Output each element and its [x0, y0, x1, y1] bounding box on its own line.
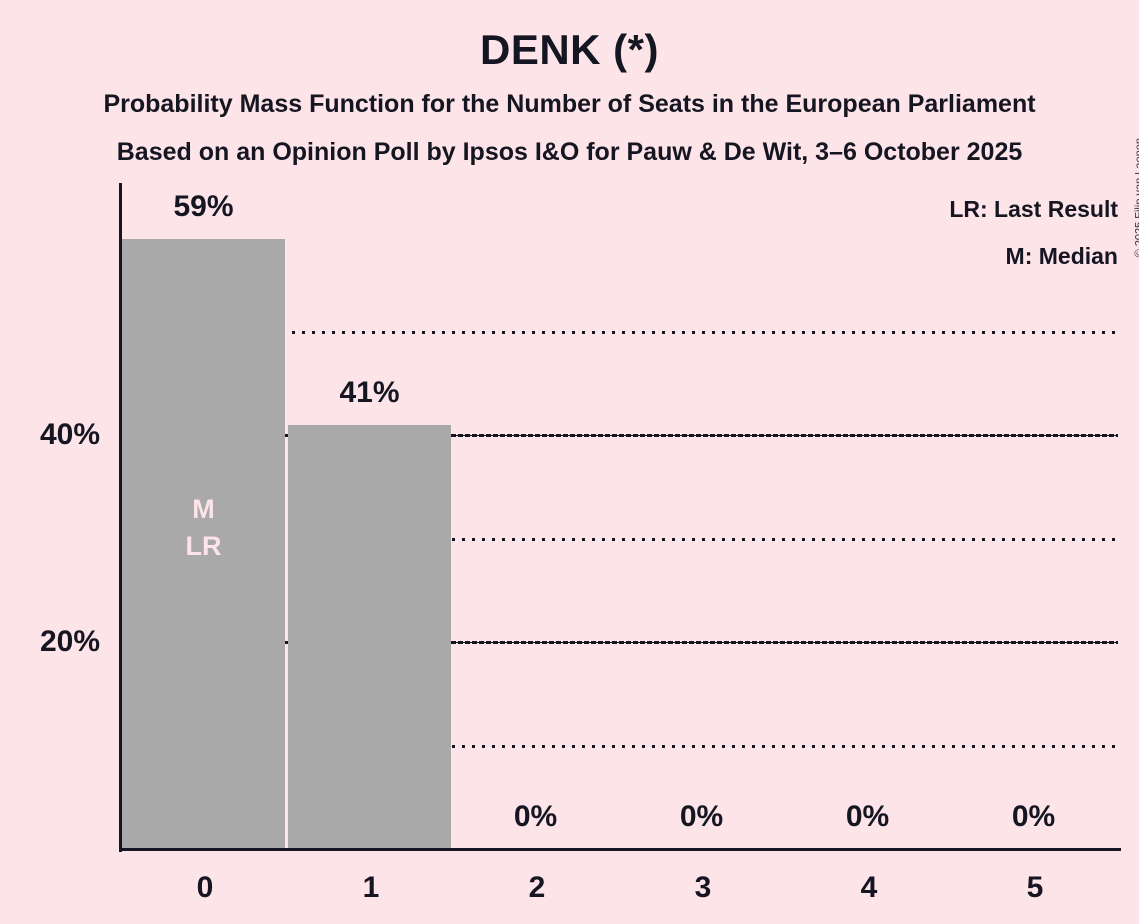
- x-axis-tick-3: 3: [694, 871, 712, 904]
- x-axis-tick-1: 1: [362, 871, 380, 904]
- x-axis-tick-0: 0: [196, 871, 214, 904]
- value-label-seats-4: 0%: [845, 800, 890, 833]
- gridline-40pct: [122, 434, 1118, 438]
- value-label-seats-2: 0%: [513, 800, 558, 833]
- bar-seats-0: [122, 238, 285, 849]
- chart-poll-source: Based on an Opinion Poll by Ipsos I&O fo…: [116, 138, 1023, 166]
- annotation-line-lr: LR: [185, 531, 222, 561]
- legend-median: M: Median: [1005, 243, 1118, 269]
- gridline-50pct: [122, 330, 1118, 334]
- x-axis-tick-5: 5: [1026, 871, 1044, 904]
- legend: LR: Last Result M: Median: [949, 186, 1118, 280]
- chart-subtitle: Probability Mass Function for the Number…: [103, 90, 1036, 118]
- chart-title: DENK (*): [480, 26, 659, 73]
- value-label-seats-1: 41%: [339, 376, 400, 409]
- plot-area: 59% 41% 0% 0% 0% 0% M LR: [119, 183, 1121, 852]
- gridline-20pct: [122, 641, 1118, 645]
- y-axis-tick-40pct: 40%: [39, 418, 100, 452]
- value-label-seats-3: 0%: [679, 800, 724, 833]
- value-label-seats-5: 0%: [1011, 800, 1056, 833]
- y-axis-tick-20pct: 20%: [39, 625, 100, 659]
- gridline-10pct: [122, 744, 1118, 748]
- x-axis-tick-2: 2: [528, 871, 546, 904]
- x-axis-line: [119, 848, 1121, 851]
- x-axis-tick-labels: 0 1 2 3 4 5: [122, 868, 1118, 908]
- x-axis-tick-4: 4: [860, 871, 878, 904]
- gridline-30pct: [122, 537, 1118, 541]
- value-label-seats-0: 59%: [173, 189, 234, 223]
- median-last-result-annotation: M LR: [122, 491, 285, 565]
- bar-seats-1: [288, 425, 451, 849]
- legend-last-result: LR: Last Result: [949, 196, 1118, 222]
- y-axis-line: [119, 183, 122, 852]
- annotation-line-m: M: [192, 494, 215, 524]
